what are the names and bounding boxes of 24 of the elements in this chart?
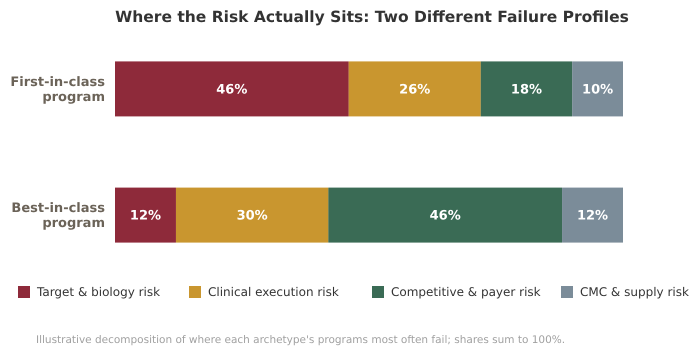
bar bbox=[115, 61, 349, 116]
data-label: 26% bbox=[399, 82, 430, 98]
data-label: 12% bbox=[576, 208, 608, 224]
bar bbox=[328, 188, 562, 243]
legend-label: Target & biology risk bbox=[36, 285, 160, 300]
bar bbox=[348, 61, 481, 116]
y-tick-label: First-in-class program bbox=[10, 74, 106, 105]
chart-title: Where the Risk Actually Sits: Two Different Failure Profiles bbox=[115, 8, 629, 26]
legend-label: CMC & supply risk bbox=[580, 285, 689, 300]
bar bbox=[562, 188, 623, 243]
data-label: 12% bbox=[130, 208, 162, 224]
bar bbox=[572, 61, 623, 116]
bar bbox=[115, 188, 176, 243]
text: Illustrative decomposition of where each archetype's programs most often fail; shares sum to 100%. bbox=[36, 334, 566, 346]
y-tick-label: Best-in-class program bbox=[11, 201, 106, 232]
bar bbox=[480, 61, 572, 116]
legend-label: Clinical execution risk bbox=[208, 285, 339, 300]
legend-label: Competitive & payer risk bbox=[391, 285, 541, 300]
data-label: 46% bbox=[216, 82, 248, 98]
bar bbox=[176, 188, 328, 243]
data-label: 46% bbox=[430, 208, 461, 224]
data-label: 10% bbox=[582, 82, 614, 98]
data-label: 18% bbox=[510, 82, 542, 98]
data-label: 30% bbox=[236, 208, 268, 224]
